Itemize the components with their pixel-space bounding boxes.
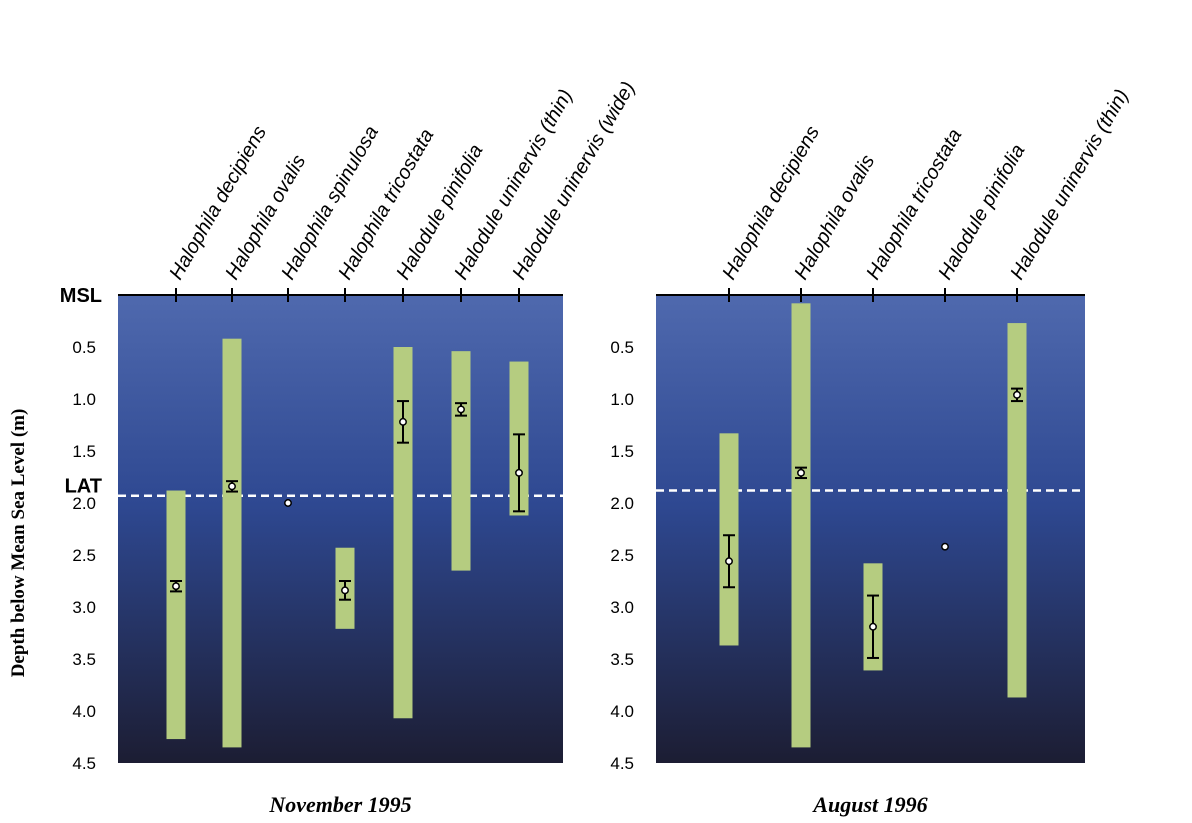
y-tick-label: 2.5: [72, 546, 96, 565]
y-tick-label: 4.5: [72, 754, 96, 773]
y-tick-label: 3.0: [72, 598, 96, 617]
panel-title: August 1996: [811, 792, 927, 817]
mean-point: [341, 586, 349, 595]
range-bar: [1007, 323, 1027, 698]
y-tick-label: 2.5: [610, 546, 634, 565]
range-bar: [166, 490, 186, 740]
mean-point: [399, 417, 407, 426]
y-tick-label: 3.5: [610, 650, 634, 669]
y-axis-label: Depth below Mean Sea Level (m): [8, 409, 29, 678]
y-tick-label: 0.5: [610, 338, 634, 357]
mean-point: [172, 582, 180, 591]
y-tick-label: 4.0: [72, 702, 96, 721]
mean-point: [228, 482, 236, 491]
reference-label: LAT: [65, 476, 102, 498]
y-tick-label: 1.0: [72, 390, 96, 409]
y-tick-label: 3.0: [610, 598, 634, 617]
y-tick-label: 0.5: [72, 338, 96, 357]
range-bar: [791, 303, 811, 748]
y-tick-label: 4.5: [610, 754, 634, 773]
reference-label: MSL: [60, 285, 102, 307]
category-label: Halophila ovalis: [790, 151, 879, 283]
mean-point: [284, 499, 292, 507]
range-bar: [451, 351, 471, 571]
mean-point: [515, 468, 523, 477]
mean-point: [869, 622, 877, 631]
y-tick-label: 4.0: [610, 702, 634, 721]
category-label: Halodule uninervis (thin): [1006, 86, 1133, 284]
y-tick-label: 2.0: [610, 494, 634, 513]
y-tick-label: 1.5: [610, 442, 634, 461]
mean-point: [797, 468, 805, 477]
category-label: Halophila decipiens: [165, 122, 271, 283]
y-tick-label: 1.0: [610, 390, 634, 409]
plot-area: [118, 295, 563, 763]
mean-point: [457, 405, 465, 414]
y-tick-label: 1.5: [72, 442, 96, 461]
y-tick-label: 3.5: [72, 650, 96, 669]
range-bar: [393, 347, 413, 719]
panel-title: November 1995: [268, 792, 411, 817]
mean-point: [941, 542, 949, 551]
mean-point: [1013, 390, 1021, 399]
range-bar: [222, 338, 242, 748]
mean-point: [725, 557, 733, 566]
y-tick-label: 2.0: [72, 494, 96, 513]
